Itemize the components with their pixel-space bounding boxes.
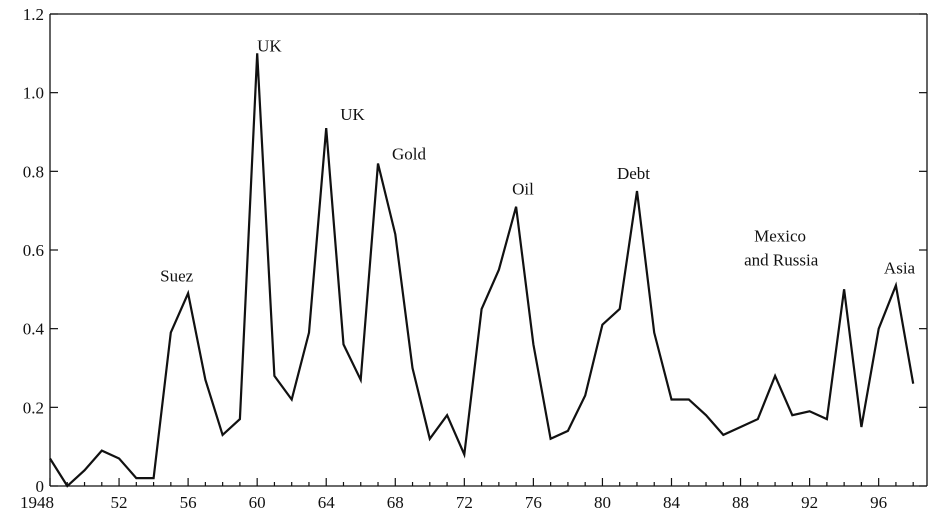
annotation-label: and Russia xyxy=(744,250,819,269)
y-tick-label: 0 xyxy=(36,477,45,496)
x-axis-ticks: 1948 52 56 60 64 68 72 76 80 84 88 92 96 xyxy=(20,478,914,512)
y-tick-label: 1.2 xyxy=(23,5,44,24)
x-tick-label: 92 xyxy=(801,493,818,512)
y-tick-label: 0.4 xyxy=(23,320,45,339)
x-tick-label: 88 xyxy=(732,493,749,512)
series-line xyxy=(49,53,915,488)
y-axis-ticks: 0 0.2 0.4 0.6 0.8 1.0 1.2 xyxy=(23,5,927,496)
annotation-label: UK xyxy=(257,36,282,55)
annotation-label: Gold xyxy=(392,144,427,163)
x-tick-label: 72 xyxy=(456,493,473,512)
x-tick-label: 52 xyxy=(111,493,128,512)
x-tick-label: 60 xyxy=(249,493,266,512)
y-tick-label: 0.2 xyxy=(23,398,44,417)
x-tick-label: 84 xyxy=(663,493,681,512)
y-tick-label: 1.0 xyxy=(23,84,44,103)
annotation-label: UK xyxy=(340,105,365,124)
x-tick-label: 76 xyxy=(525,493,542,512)
annotation-label: Mexico xyxy=(754,226,806,245)
x-tick-label: 68 xyxy=(387,493,404,512)
annotation-label: Oil xyxy=(512,180,534,199)
x-tick-label: 80 xyxy=(594,493,611,512)
x-tick-label: 56 xyxy=(180,493,197,512)
x-tick-label: 96 xyxy=(870,493,887,512)
annotation-label: Suez xyxy=(160,266,194,285)
y-tick-label: 0.8 xyxy=(23,162,44,181)
annotation-label: Debt xyxy=(617,164,650,183)
y-tick-label: 0.6 xyxy=(23,241,44,260)
annotation-label: Asia xyxy=(884,258,916,277)
annotations: Suez UK UK Gold Oil Debt Mexico and Russia Asia xyxy=(160,36,915,285)
x-tick-label: 1948 xyxy=(20,493,54,512)
x-tick-label: 64 xyxy=(318,493,336,512)
